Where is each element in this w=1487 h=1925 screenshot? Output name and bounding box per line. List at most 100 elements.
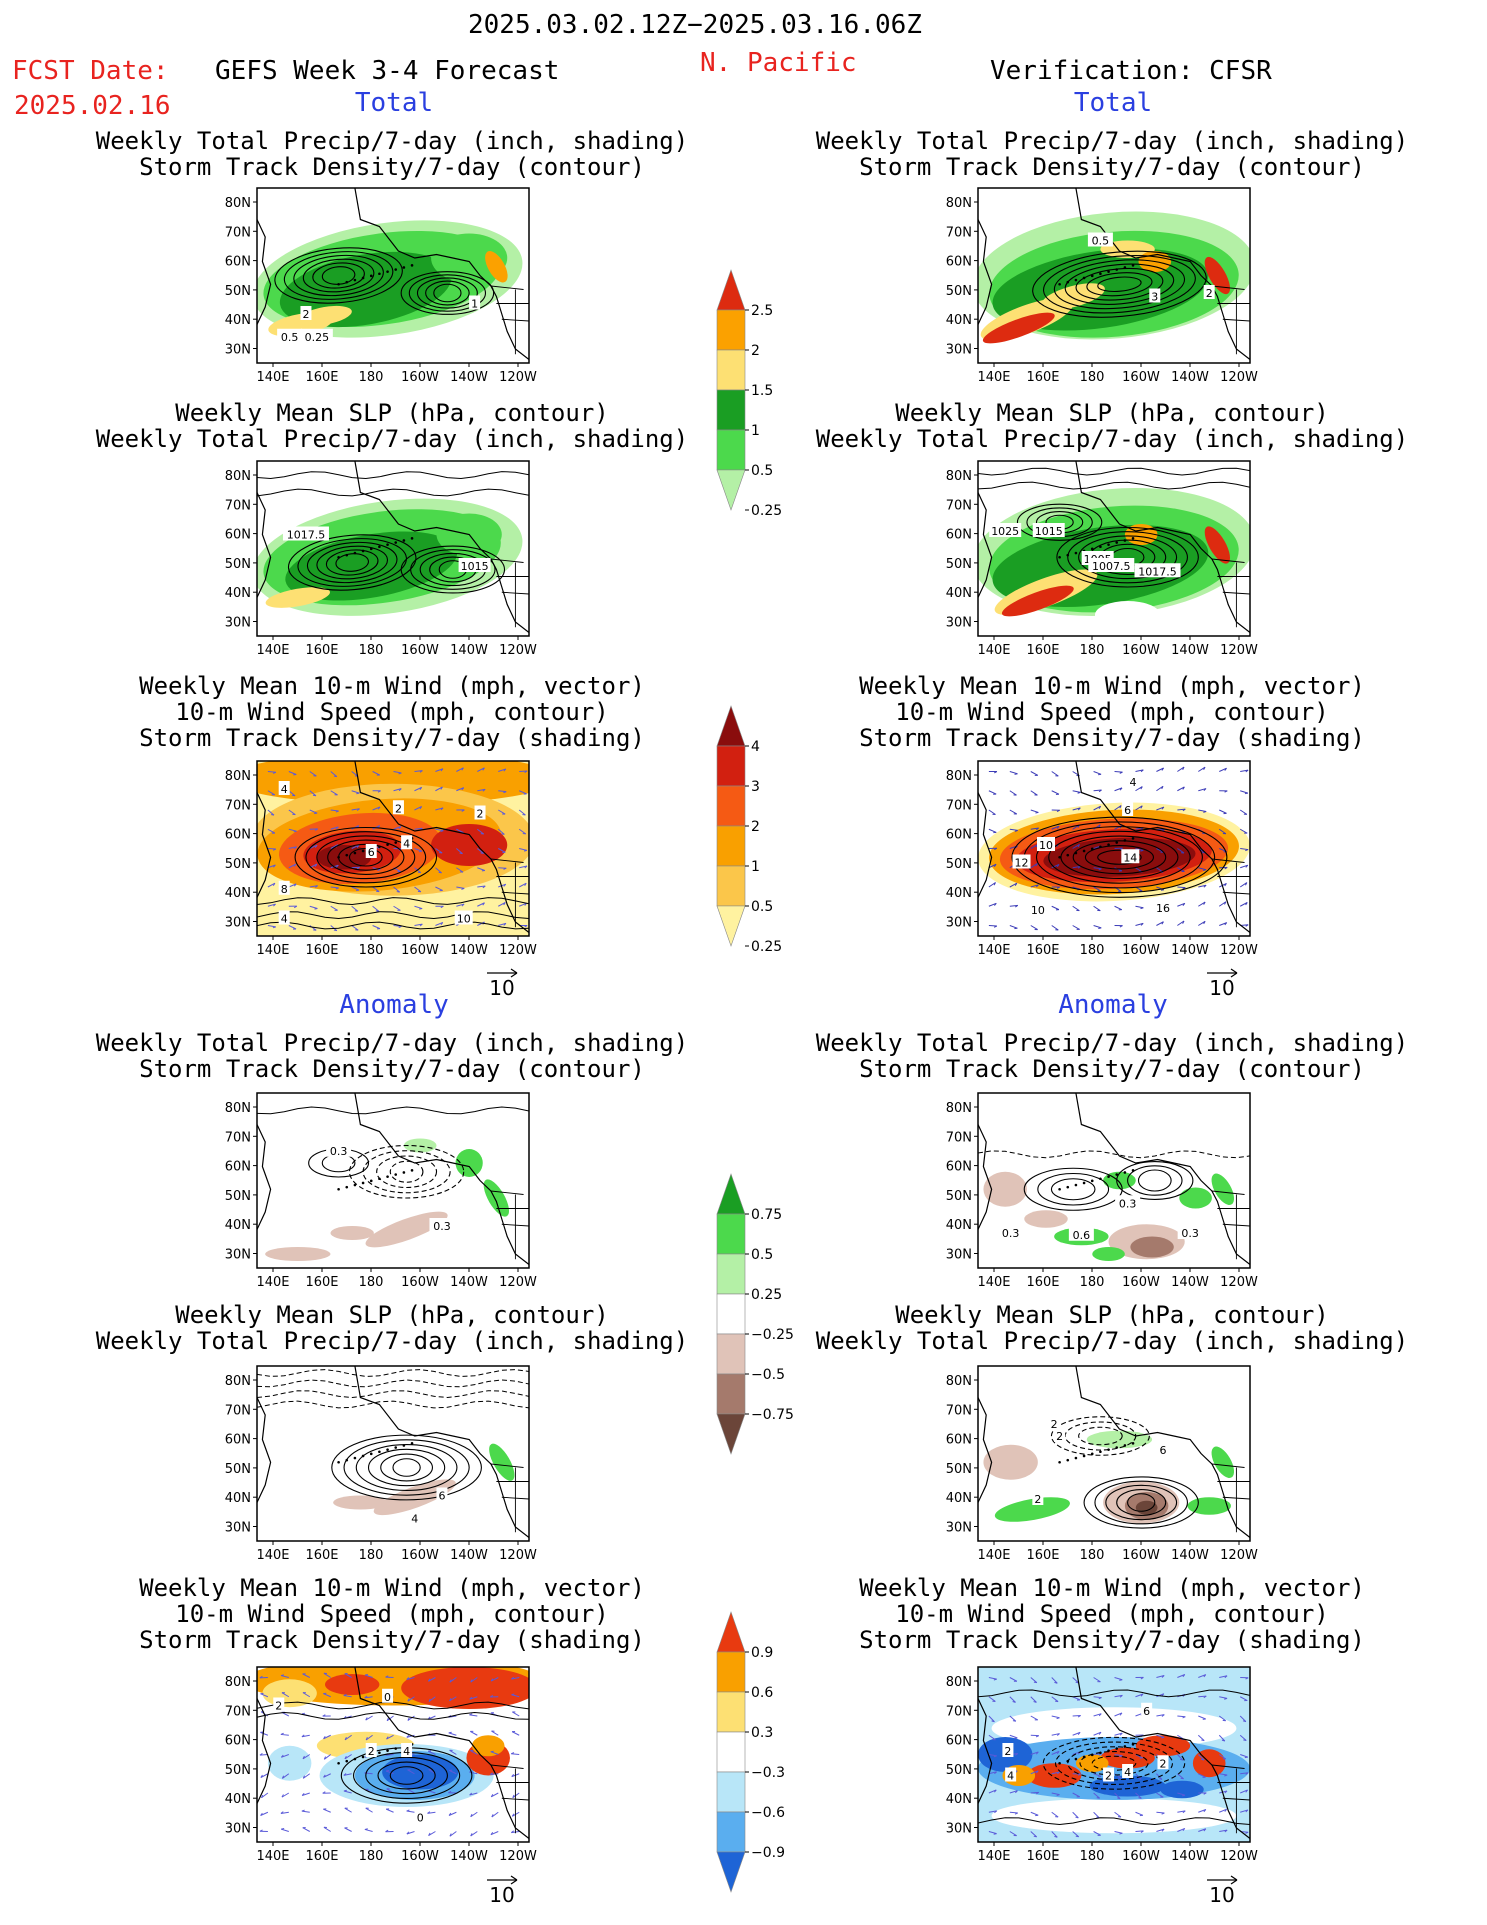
lat-tick-label: 50N: [946, 284, 972, 299]
colorbar-track-anom: 0.9 0.6 0.3 −0.3 −0.6 −0.9: [716, 1611, 785, 1893]
lat-tick-label: 40N: [946, 1792, 972, 1807]
lon-tick-label: 120W: [1220, 943, 1258, 958]
contour-label: 0.5: [281, 331, 299, 344]
contour-label: 6: [368, 846, 375, 859]
map-panel-p6: 4 6 10 14 12 10 16 80N 70N 60N 50N 40N 30N 140E 160E 18…: [946, 760, 1258, 958]
contour-label: 0: [384, 1691, 391, 1704]
lat-tick-label: 80N: [946, 1101, 972, 1116]
lon-tick-label: 160W: [1122, 1548, 1160, 1563]
lon-tick-label: 120W: [1220, 643, 1258, 658]
colorbar-precip-anom: 0.75 0.5 0.25 −0.25 −0.5 −0.75: [716, 1173, 794, 1455]
contour-label: 2: [275, 1700, 282, 1713]
lat-tick-label: 30N: [225, 916, 251, 931]
lat-tick-label: 30N: [946, 616, 972, 631]
map-panel-p4: 1025101510051007.51017.580N70N60N50N40N3…: [946, 460, 1258, 658]
lat-tick-label: 40N: [225, 1491, 251, 1506]
contour-label: 4: [1007, 1770, 1014, 1783]
map-panel-p5: 4 2 6 4 8 4 2 10 80N 70N 60N 50N 40N 30N 140E 160E 180 16…: [225, 760, 537, 958]
contour-label: 4: [281, 783, 288, 796]
lat-tick-label: 50N: [225, 857, 251, 872]
colorbar-label: 4: [751, 739, 760, 755]
lon-tick-label: 120W: [499, 943, 537, 958]
lon-tick-label: 160W: [401, 1275, 439, 1290]
lat-tick-label: 60N: [946, 255, 972, 270]
colorbar-label: 0.3: [751, 1725, 773, 1741]
reference-vector: 10: [487, 968, 518, 1000]
lon-tick-label: 160E: [305, 370, 338, 385]
lon-tick-label: 180: [359, 643, 384, 658]
contour-label: 1025: [991, 525, 1019, 538]
lat-tick-label: 70N: [225, 1403, 251, 1418]
contour-label: 2: [395, 802, 402, 815]
lon-tick-label: 140E: [256, 943, 289, 958]
colorbar-segment: [716, 469, 746, 511]
contour-label: 0.25: [305, 331, 330, 344]
lat-tick-label: 80N: [946, 469, 972, 484]
lon-tick-label: 180: [359, 1548, 384, 1563]
colorbar-label: 0.5: [751, 463, 773, 479]
lat-tick-label: 40N: [225, 886, 251, 901]
lat-tick-label: 40N: [946, 886, 972, 901]
colorbar-label: −0.25: [751, 1327, 794, 1343]
lat-tick-label: 80N: [225, 1675, 251, 1690]
contour-label: 8: [281, 883, 288, 896]
contour-label: 2: [1056, 1430, 1063, 1443]
lat-tick-label: 60N: [946, 1160, 972, 1175]
section-anomaly-left: Anomaly: [339, 990, 449, 1020]
section-total-left: Total: [354, 88, 434, 118]
colorbar-label: −0.3: [751, 1765, 785, 1781]
lat-tick-label: 70N: [946, 1403, 972, 1418]
lat-tick-label: 60N: [946, 528, 972, 543]
lon-tick-label: 140W: [1171, 643, 1209, 658]
colorbar-label: −0.6: [751, 1805, 785, 1821]
contour-label: 2: [1051, 1418, 1058, 1431]
title-p9: Weekly Mean SLP (hPa, contour) Weekly Tot…: [95, 1301, 689, 1355]
lat-tick-label: 60N: [225, 1160, 251, 1175]
lat-tick-label: 60N: [946, 1734, 972, 1749]
map-panel-p9: 6 4 80N 70N 60N 50N 40N 30N 140E 160E 180 160W 140W 1…: [225, 1365, 537, 1563]
title-p4: Weekly Mean SLP (hPa, contour) Weekly Tot…: [815, 399, 1409, 453]
lon-tick-label: 180: [359, 943, 384, 958]
colorbar-segment: [716, 1851, 746, 1893]
lon-tick-label: 120W: [499, 643, 537, 658]
contour-label: 10: [1031, 904, 1045, 917]
lon-tick-label: 140W: [1171, 1275, 1209, 1290]
colorbar-label: 0.25: [751, 1287, 782, 1303]
period-title: 2025.03.02.12Z−2025.03.16.06Z: [468, 10, 922, 40]
title-p2: Weekly Total Precip/7-day (inch, shading…: [815, 127, 1409, 181]
lon-tick-label: 140E: [977, 643, 1010, 658]
contour-label: 10: [457, 913, 471, 926]
lon-tick-label: 160W: [1122, 643, 1160, 658]
lon-tick-label: 160W: [401, 1849, 439, 1864]
contour-label: 0.3: [1119, 1197, 1137, 1210]
colorbar-label: 1: [751, 423, 760, 439]
lon-tick-label: 120W: [499, 370, 537, 385]
lon-tick-label: 140E: [977, 1548, 1010, 1563]
lat-tick-label: 70N: [946, 798, 972, 813]
title-p10: Weekly Mean SLP (hPa, contour) Weekly Tot…: [815, 1301, 1409, 1355]
colorbar-label: 0.25: [751, 503, 782, 519]
reference-vector-label: 10: [1209, 976, 1234, 1000]
colorbar-segment: [716, 865, 746, 907]
lon-tick-label: 140E: [256, 1275, 289, 1290]
contour-label: 0.3: [433, 1220, 451, 1233]
colorbar-segment: [716, 1413, 746, 1455]
lat-tick-label: 50N: [946, 1189, 972, 1204]
lat-tick-label: 40N: [946, 586, 972, 601]
lon-tick-label: 140W: [450, 370, 488, 385]
map-panel-p1: 20.5 0.25 1 80N 70N 60N 50N 40N 30N 140E 160E 180 16…: [225, 187, 537, 385]
lon-tick-label: 160E: [1026, 1548, 1059, 1563]
lon-tick-label: 160E: [1026, 643, 1059, 658]
reference-vector: 10: [487, 1875, 518, 1907]
lon-tick-label: 140E: [977, 1849, 1010, 1864]
contour-label: 4: [411, 1512, 418, 1525]
lat-tick-label: 40N: [225, 1218, 251, 1233]
colorbar-segment: [716, 1253, 746, 1295]
lon-tick-label: 140E: [256, 370, 289, 385]
lon-tick-label: 140E: [977, 943, 1010, 958]
region-title: N. Pacific: [700, 48, 857, 78]
colorbar-segment: [716, 1771, 746, 1813]
colorbar-label: 2: [751, 343, 760, 359]
